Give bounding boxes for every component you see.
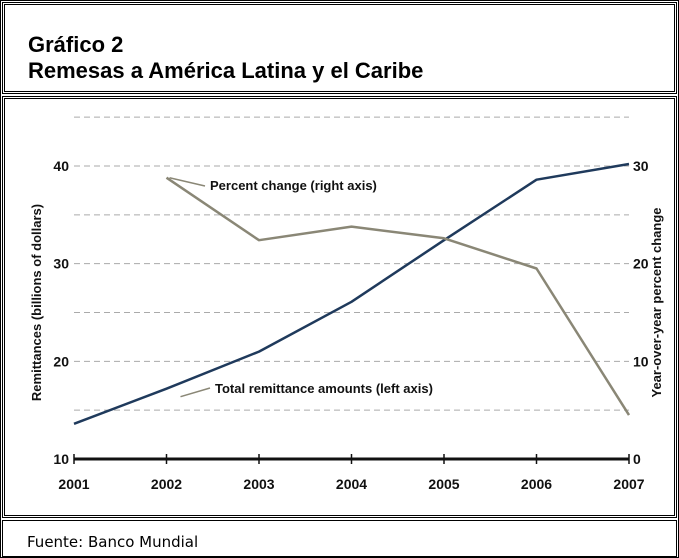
right-tick-label: 30	[633, 158, 649, 174]
right-axis-title: Year-over-year percent change	[649, 207, 664, 397]
right-tick-label: 20	[633, 256, 649, 272]
source-note: Fuente: Banco Mundial	[2, 520, 677, 557]
percent-label-leader	[169, 176, 206, 187]
right-tick-label: 0	[633, 451, 641, 467]
x-tick-labels: 2001 2002 2003 2004 2005 2006 2007	[58, 476, 644, 492]
percent-change-line	[165, 176, 631, 416]
series-lines	[73, 162, 631, 425]
chart-header: Gráfico 2 Remesas a América Latina y el …	[2, 2, 677, 94]
right-tick-labels: 0 10 20 30	[633, 158, 649, 467]
series-labels: Percent change (right axis) Total remitta…	[169, 176, 433, 398]
left-tick-labels: 10 20 30 40	[53, 158, 69, 467]
x-tick-label: 2002	[151, 476, 182, 492]
percent-change-label: Percent change (right axis)	[210, 178, 377, 193]
chart-panel: 10 20 30 40 0 10 20 30 2001 2002 2003 2004 2005 200…	[2, 96, 677, 518]
x-tick-label: 2006	[521, 476, 552, 492]
x-tick-label: 2003	[243, 476, 274, 492]
x-axis-baseline	[73, 454, 630, 464]
x-tick-label: 2005	[428, 476, 459, 492]
x-tick-label: 2001	[58, 476, 89, 492]
total-remittance-label: Total remittance amounts (left axis)	[215, 381, 433, 396]
total-label-leader	[180, 387, 211, 398]
x-tick-label: 2004	[336, 476, 367, 492]
left-tick-label: 10	[53, 451, 69, 467]
x-tick-label: 2007	[613, 476, 644, 492]
left-tick-label: 20	[53, 353, 69, 369]
right-tick-label: 10	[633, 353, 649, 369]
grid-lines	[74, 116, 629, 411]
chart-title: Remesas a América Latina y el Caribe	[28, 58, 424, 83]
left-tick-label: 30	[53, 256, 69, 272]
left-axis-title: Remittances (billions of dollars)	[29, 204, 44, 401]
left-tick-label: 40	[53, 158, 69, 174]
total-remittance-line	[73, 162, 630, 425]
chart-number: Gráfico 2	[28, 32, 124, 57]
